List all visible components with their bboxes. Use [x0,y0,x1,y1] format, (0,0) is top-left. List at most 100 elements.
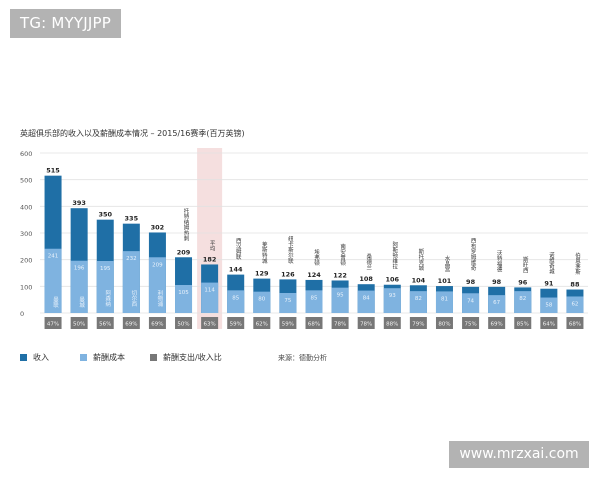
chart-title: 英超俱乐部的收入以及薪酬成本情况 – 2015/16赛季(百万英镑) [20,129,245,138]
y-tick-label: 300 [20,230,32,238]
wage-value-label: 93 [389,293,396,299]
legend-label-wages: 薪酬成本 [93,353,125,362]
ratio-box [331,317,349,329]
ratio-label: 64% [543,322,555,328]
revenue-value-label: 101 [438,277,452,285]
revenue-value-label: 350 [98,211,112,219]
wage-bar [227,290,245,313]
ratio-label: 80% [438,322,450,328]
ratio-label: 88% [386,322,398,328]
revenue-value-label: 302 [151,223,165,231]
y-tick-label: 500 [20,177,32,185]
club-name-label: 切尔西 [130,290,137,308]
ratio-label: 50% [73,322,85,328]
ratio-label: 63% [204,322,216,328]
revenue-value-label: 108 [359,275,373,283]
revenue-value-label: 129 [255,270,269,278]
club-name-label: 南安普顿 [339,243,346,267]
club-name-label: 平均 [209,240,216,253]
y-tick-label: 100 [20,283,32,291]
revenue-value-label: 393 [72,199,86,207]
club-name-label: 沃特福德 [496,249,503,274]
wage-value-label: 196 [74,266,85,272]
legend-swatch-wages [80,354,87,361]
club-name-label: 西布罗姆维奇 [470,238,477,272]
ratio-label: 59% [282,322,294,328]
wage-value-label: 80 [258,297,265,303]
wage-bar [566,296,584,313]
club-name-label: 斯托克城 [417,247,424,271]
ratio-box [514,317,532,329]
wage-bar [70,260,88,313]
club-name-label: 诺维奇城 [548,252,555,275]
ratio-box [201,317,219,329]
ratio-box [566,317,584,329]
club-name-label: 阿森纳 [104,289,111,308]
club-name-label: 埃弗顿 [313,248,320,267]
legend-label-ratio: 薪酬支出/收入比 [163,353,222,362]
revenue-value-label: 209 [177,248,191,256]
wage-value-label: 58 [545,303,552,309]
y-tick-label: 0 [20,310,24,318]
wage-value-label: 85 [311,295,318,301]
wage-value-label: 232 [126,256,137,262]
ratio-box [70,317,88,329]
watermark-top: TG: MYYJJPP [10,9,122,38]
wage-bar [305,290,323,313]
club-name-label: 伯恩茅斯 [574,252,581,277]
ratio-box [435,317,453,329]
ratio-label: 78% [360,322,372,328]
wage-value-label: 84 [363,296,370,302]
wage-value-label: 62 [571,301,578,307]
ratio-label: 75% [464,322,476,328]
ratio-box [540,317,558,329]
ratio-label: 62% [256,322,268,328]
legend-item-wages: 薪酬成本 [80,352,125,363]
wage-bar [462,293,480,313]
club-name-label: 纽卡斯尔联 [287,235,294,265]
wage-value-label: 67 [493,300,500,306]
club-name-label: 曼联 [52,296,59,309]
club-name-label: 莱斯特城 [261,241,268,266]
wage-bar [383,288,401,313]
legend-item-revenue: 收入 [20,352,49,363]
legend-label-revenue: 收入 [33,353,49,362]
revenue-value-label: 182 [203,255,217,263]
wage-value-label: 114 [204,288,215,294]
wage-value-label: 74 [467,298,474,304]
ratio-box [409,317,427,329]
revenue-value-label: 515 [46,167,60,175]
ratio-box [279,317,297,329]
revenue-value-label: 126 [281,270,295,278]
wage-value-label: 82 [519,296,526,302]
legend-item-ratio: 薪酬支出/收入比 [150,352,222,363]
ratio-box [44,317,62,329]
wage-bar [409,291,427,313]
wage-bar [488,295,506,313]
revenue-value-label: 98 [492,278,502,286]
ratio-box [462,317,480,329]
ratio-box [383,317,401,329]
revenue-value-label: 98 [466,278,476,286]
club-name-label: 斯旺西 [522,256,529,275]
wage-value-label: 95 [337,293,344,299]
wage-value-label: 81 [441,296,448,302]
wage-bar [201,282,219,313]
revenue-value-label: 88 [570,281,580,289]
ratio-label: 56% [99,322,111,328]
revenue-value-label: 96 [518,278,528,286]
wage-value-label: 241 [48,254,59,260]
wage-bar [331,287,349,313]
club-name-label: 曼城 [78,296,85,309]
ratio-label: 68% [569,322,581,328]
club-name-label: 水晶宫 [443,254,450,273]
wage-value-label: 105 [178,290,189,296]
ratio-label: 69% [151,322,163,328]
legend-swatch-revenue [20,354,27,361]
y-tick-label: 600 [20,150,32,158]
ratio-box [253,317,271,329]
ratio-label: 50% [177,322,189,328]
y-tick-label: 200 [20,257,32,265]
ratio-label: 69% [491,322,503,328]
